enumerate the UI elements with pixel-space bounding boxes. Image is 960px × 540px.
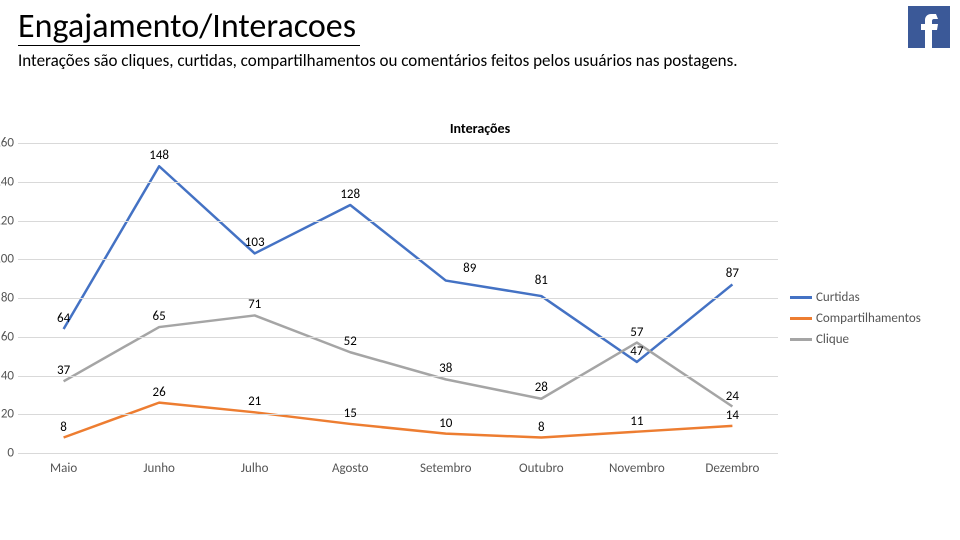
data-label: 21 (248, 394, 261, 409)
legend-swatch (790, 296, 812, 299)
gridline (18, 143, 778, 144)
chart-body: 0204060801001201401606414810312889814787… (18, 143, 942, 493)
data-label: 10 (439, 416, 452, 431)
data-label: 37 (57, 363, 70, 378)
slide-header: Engajamento/Interacoes Interações são cl… (18, 8, 942, 72)
data-label: 128 (340, 187, 360, 202)
y-tick-label: 40 (0, 368, 14, 383)
x-tick-label: Julho (241, 461, 269, 476)
data-label: 8 (60, 420, 67, 435)
data-label: 57 (630, 325, 643, 340)
x-tick-label: Novembro (609, 461, 665, 476)
legend-item: Curtidas (790, 290, 938, 305)
x-tick-label: Setembro (420, 461, 471, 476)
data-label: 87 (726, 266, 739, 281)
gridline (18, 453, 778, 454)
data-label: 15 (344, 406, 357, 421)
data-label: 38 (439, 361, 452, 376)
data-label: 65 (153, 309, 166, 324)
legend-swatch (790, 338, 812, 341)
legend-label: Curtidas (816, 290, 860, 305)
legend-label: Compartilhamentos (816, 311, 921, 326)
facebook-logo-icon (908, 6, 950, 48)
data-label: 81 (535, 273, 548, 288)
data-label: 89 (463, 261, 476, 276)
data-label: 28 (535, 380, 548, 395)
data-label: 14 (726, 408, 739, 423)
x-tick-label: Dezembro (705, 461, 759, 476)
gridline (18, 414, 778, 415)
data-label: 24 (726, 389, 739, 404)
page-subtitle: Interações são cliques, curtidas, compar… (18, 50, 942, 71)
chart-legend: Curtidas Compartilhamentos Clique (778, 143, 938, 493)
x-tick-label: Maio (50, 461, 77, 476)
gridline (18, 182, 778, 183)
y-tick-label: 100 (0, 252, 14, 267)
legend-item: Clique (790, 332, 938, 347)
page-title: Engajamento/Interacoes (18, 8, 360, 46)
x-tick-label: Agosto (332, 461, 368, 476)
y-tick-label: 20 (0, 407, 14, 422)
interactions-chart: Interações 02040608010012014016064148103… (18, 120, 942, 500)
y-tick-label: 60 (0, 329, 14, 344)
y-tick-label: 140 (0, 174, 14, 189)
gridline (18, 221, 778, 222)
data-label: 26 (153, 385, 166, 400)
data-label: 47 (630, 344, 643, 359)
y-tick-label: 120 (0, 213, 14, 228)
x-tick-label: Junho (143, 461, 175, 476)
legend-item: Compartilhamentos (790, 311, 938, 326)
gridline (18, 376, 778, 377)
x-tick-label: Outubro (519, 461, 564, 476)
y-tick-label: 160 (0, 136, 14, 151)
data-label: 52 (344, 334, 357, 349)
gridline (18, 337, 778, 338)
data-label: 148 (149, 148, 169, 163)
plot-column: 0204060801001201401606414810312889814787… (18, 143, 778, 493)
y-tick-label: 80 (0, 291, 14, 306)
data-label: 103 (245, 235, 265, 250)
chart-title: Interações (18, 120, 942, 137)
gridline (18, 298, 778, 299)
legend-label: Clique (816, 332, 849, 347)
data-label: 8 (538, 420, 545, 435)
legend-swatch (790, 317, 812, 320)
data-label: 71 (248, 297, 261, 312)
y-tick-label: 0 (0, 446, 14, 461)
x-axis-labels: Maio Junho Julho Agosto Setembro Outubro Novem… (18, 461, 778, 481)
plot-area: 0204060801001201401606414810312889814787… (18, 143, 778, 453)
data-label: 11 (630, 414, 643, 429)
gridline (18, 259, 778, 260)
data-label: 64 (57, 311, 70, 326)
